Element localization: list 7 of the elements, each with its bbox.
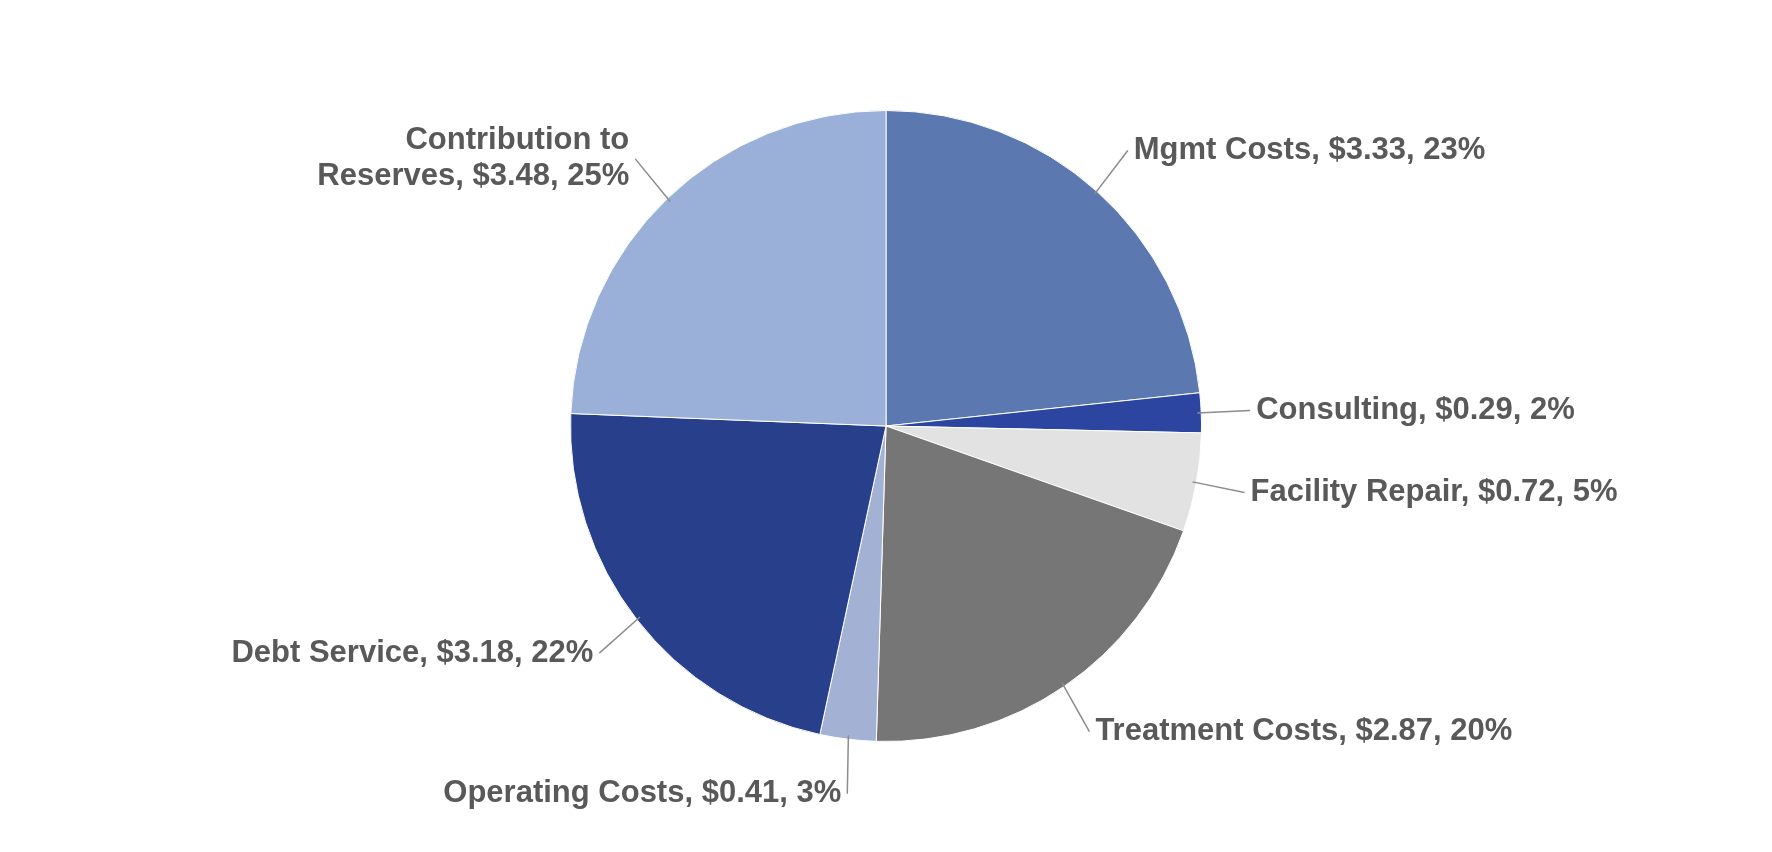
slice-label: Consulting, $0.29, 2% — [1256, 391, 1575, 427]
slice-label: Operating Costs, $0.41, 3% — [443, 774, 842, 810]
slice-label: Treatment Costs, $2.87, 20% — [1095, 712, 1513, 748]
slice-label: Debt Service, $3.18, 22% — [231, 633, 594, 669]
slice-label: Facility Repair, $0.72, 5% — [1250, 473, 1618, 509]
slice-label: Contribution to Reserves, $3.48, 25% — [317, 121, 630, 193]
slice-label: Mgmt Costs, $3.33, 23% — [1133, 131, 1486, 167]
